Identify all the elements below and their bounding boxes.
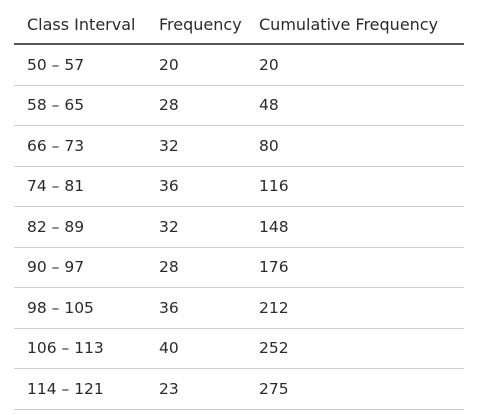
cell-frequency: 20 (149, 44, 259, 86)
table-row: 90 – 97 28 176 (14, 247, 464, 288)
frequency-table-container: Class Interval Frequency Cumulative Freq… (14, 6, 464, 410)
table-row: 106 – 113 40 252 (14, 328, 464, 369)
table-row: 66 – 73 32 80 (14, 125, 464, 167)
cell-frequency: 32 (149, 125, 259, 167)
cell-class-interval: 50 – 57 (14, 44, 149, 86)
table-row: 58 – 65 28 48 (14, 85, 464, 126)
cell-class-interval: 114 – 121 (14, 368, 149, 410)
cell-class-interval: 106 – 113 (14, 328, 149, 369)
cell-frequency: 32 (149, 206, 259, 248)
cell-class-interval: 82 – 89 (14, 206, 149, 248)
cell-class-interval: 58 – 65 (14, 85, 149, 126)
table-row: 114 – 121 23 275 (14, 368, 464, 410)
cell-frequency: 40 (149, 328, 259, 369)
cell-cumulative-frequency: 148 (259, 206, 464, 248)
table-row: 82 – 89 32 148 (14, 206, 464, 248)
cell-cumulative-frequency: 80 (259, 125, 464, 167)
header-cumulative-frequency: Cumulative Frequency (259, 6, 464, 45)
cell-frequency: 36 (149, 287, 259, 329)
cell-frequency: 28 (149, 85, 259, 126)
cell-frequency: 23 (149, 368, 259, 410)
table-row: 74 – 81 36 116 (14, 166, 464, 207)
header-frequency: Frequency (149, 6, 259, 45)
cell-class-interval: 74 – 81 (14, 166, 149, 207)
table-row: 98 – 105 36 212 (14, 287, 464, 329)
frequency-table: Class Interval Frequency Cumulative Freq… (14, 6, 464, 410)
cell-cumulative-frequency: 212 (259, 287, 464, 329)
cell-frequency: 28 (149, 247, 259, 288)
cell-class-interval: 66 – 73 (14, 125, 149, 167)
cell-cumulative-frequency: 252 (259, 328, 464, 369)
cell-cumulative-frequency: 176 (259, 247, 464, 288)
table-row: 50 – 57 20 20 (14, 44, 464, 86)
table-header-row: Class Interval Frequency Cumulative Freq… (14, 6, 464, 45)
cell-class-interval: 90 – 97 (14, 247, 149, 288)
cell-cumulative-frequency: 275 (259, 368, 464, 410)
cell-cumulative-frequency: 48 (259, 85, 464, 126)
header-class-interval: Class Interval (14, 6, 149, 45)
cell-cumulative-frequency: 116 (259, 166, 464, 207)
cell-frequency: 36 (149, 166, 259, 207)
cell-class-interval: 98 – 105 (14, 287, 149, 329)
cell-cumulative-frequency: 20 (259, 44, 464, 86)
